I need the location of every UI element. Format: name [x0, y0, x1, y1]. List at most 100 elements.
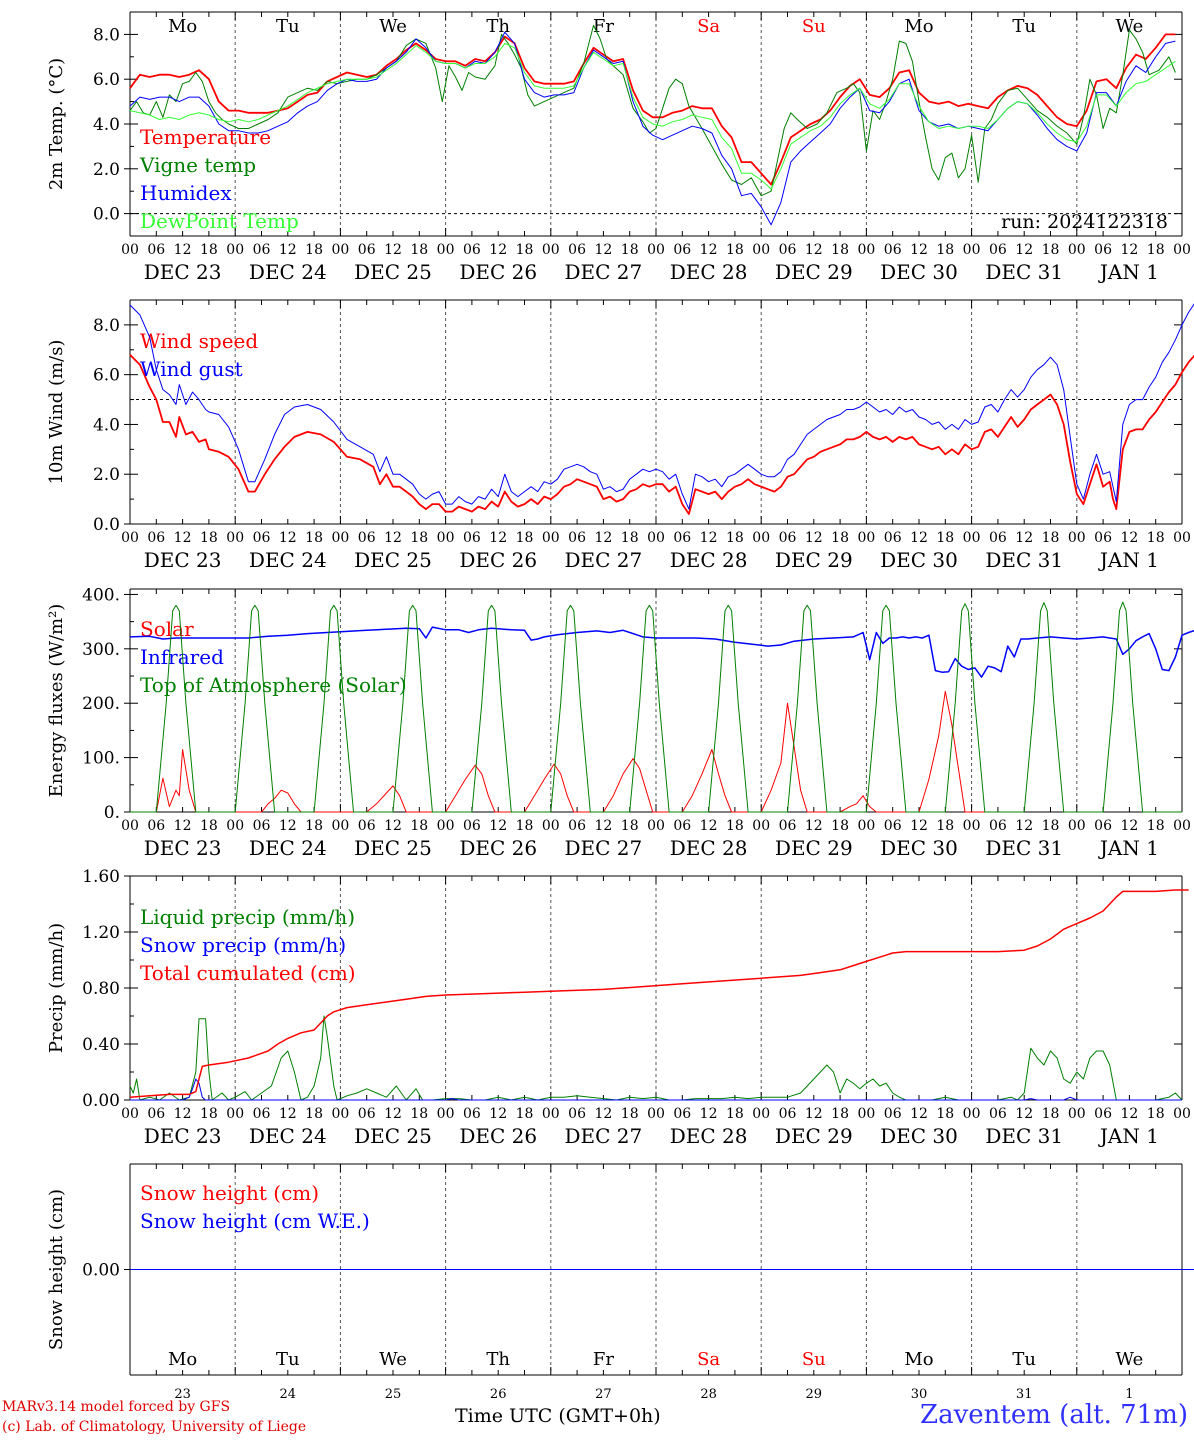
date-label: DEC 26 — [459, 260, 537, 284]
hour-tick-label: 18 — [936, 530, 954, 546]
hour-tick-label: 12 — [174, 1106, 192, 1122]
weekday-label: Tu — [276, 1349, 300, 1370]
x-axis-title: Time UTC (GMT+0h) — [455, 1405, 661, 1427]
hour-tick-label: 00 — [857, 530, 875, 546]
hour-tick-label: 12 — [594, 818, 612, 834]
y-tick-label: 8.0 — [93, 316, 120, 336]
hour-tick-label: 06 — [884, 818, 902, 834]
series-line-temperature — [129, 33, 1176, 186]
hour-tick-label: 00 — [1068, 818, 1086, 834]
hour-tick-label: 12 — [1015, 818, 1033, 834]
hour-tick-label: 06 — [568, 818, 586, 834]
hour-tick-label: 18 — [621, 1106, 639, 1122]
y-tick-label: 0.80 — [82, 979, 120, 999]
hour-tick-label: 06 — [779, 242, 797, 258]
hour-tick-label: 18 — [305, 818, 323, 834]
series-line-liquid-precip-mm-h- — [129, 1015, 1183, 1101]
panel-wind: 0.0 2.0 4.0 6.0 8.0 10m Wind (m/s) Wind speed W… — [46, 299, 1194, 572]
y-tick-label: 2.0 — [93, 160, 120, 180]
hour-tick-label: 18 — [516, 242, 534, 258]
hour-tick-label: 12 — [174, 818, 192, 834]
legend-entry: Snow height (cm) — [140, 1181, 319, 1205]
hour-tick-label: 12 — [489, 1106, 507, 1122]
y-axis-title: Precip (mm/h) — [46, 923, 67, 1053]
date-label: DEC 31 — [985, 836, 1063, 860]
date-label: JAN 1 — [1098, 260, 1159, 284]
hour-tick-label: 18 — [726, 818, 744, 834]
hour-tick-label: 00 — [752, 242, 770, 258]
legend-entry: Liquid precip (mm/h) — [140, 905, 355, 929]
hour-tick-label: 12 — [910, 530, 928, 546]
weekday-label: Tu — [1012, 1349, 1036, 1370]
hour-tick-label: 12 — [279, 1106, 297, 1122]
legend-entry: Total cumulated (cm) — [140, 961, 356, 985]
date-label: JAN 1 — [1098, 1124, 1159, 1148]
hour-tick-label: 00 — [437, 530, 455, 546]
hour-tick-label: 06 — [779, 1106, 797, 1122]
hour-tick-label: 06 — [989, 818, 1007, 834]
model-credit: MARv3.14 model forced by GFS — [2, 1399, 231, 1415]
date-label: DEC 28 — [670, 1124, 748, 1148]
series-line-vigne-temp — [129, 24, 1176, 197]
legend-entry: Wind speed — [140, 329, 258, 353]
date-label: DEC 29 — [775, 836, 853, 860]
day-number-label: 25 — [385, 1387, 402, 1402]
weekday-label: Tu — [276, 16, 300, 37]
date-label: DEC 31 — [985, 548, 1063, 572]
hour-tick-label: 12 — [279, 242, 297, 258]
y-axis-title: Snow height (cm) — [46, 1189, 67, 1350]
weekday-label: Tu — [1012, 16, 1036, 37]
date-label: DEC 27 — [565, 836, 643, 860]
y-tick-label: 0.00 — [82, 1091, 120, 1111]
hour-tick-label: 06 — [568, 242, 586, 258]
hour-tick-label: 00 — [857, 1106, 875, 1122]
hour-tick-label: 12 — [1120, 242, 1138, 258]
y-tick-label: 100. — [82, 749, 120, 769]
hour-tick-label: 00 — [226, 1106, 244, 1122]
hour-tick-label: 12 — [805, 530, 823, 546]
date-label: DEC 30 — [880, 836, 958, 860]
date-label: DEC 30 — [880, 548, 958, 572]
hour-tick-label: 00 — [1068, 1106, 1086, 1122]
weekday-label: Th — [486, 16, 510, 37]
y-axis-title: 10m Wind (m/s) — [46, 340, 67, 485]
date-label: DEC 29 — [775, 1124, 853, 1148]
weekday-label: We — [1116, 16, 1144, 37]
hour-tick-label: 00 — [121, 818, 139, 834]
date-label: DEC 27 — [565, 548, 643, 572]
panel-snow: 0.00 Snow height (cm) Snow height (cm) Snow… — [46, 1163, 1194, 1402]
hour-tick-label: 00 — [331, 530, 349, 546]
hour-tick-label: 06 — [1094, 1106, 1112, 1122]
hour-tick-label: 12 — [384, 530, 402, 546]
hour-tick-label: 18 — [831, 242, 849, 258]
hour-tick-label: 00 — [437, 242, 455, 258]
hour-tick-label: 00 — [1068, 242, 1086, 258]
panel-precip: 0.00 0.40 0.80 1.20 1.60 Precip (mm/h) Liquid … — [46, 867, 1191, 1148]
date-label: JAN 1 — [1098, 836, 1159, 860]
hour-tick-label: 00 — [437, 818, 455, 834]
hour-tick-label: 18 — [621, 818, 639, 834]
hour-tick-label: 12 — [174, 530, 192, 546]
hour-tick-label: 06 — [1094, 530, 1112, 546]
series-line-total-cumulated-cm- — [129, 889, 1189, 1098]
hour-tick-label: 06 — [358, 818, 376, 834]
hour-tick-label: 00 — [752, 1106, 770, 1122]
hour-tick-label: 00 — [121, 242, 139, 258]
hour-tick-label: 12 — [910, 242, 928, 258]
hour-tick-label: 18 — [516, 1106, 534, 1122]
legend-entry: DewPoint Temp — [140, 209, 299, 233]
y-tick-label: 6.0 — [93, 366, 120, 386]
weekday-label: Su — [802, 16, 826, 37]
hour-tick-label: 00 — [857, 242, 875, 258]
hour-tick-label: 00 — [1173, 530, 1191, 546]
hour-tick-label: 18 — [200, 530, 218, 546]
y-tick-label: 4.0 — [93, 115, 120, 135]
weekday-label: Mo — [904, 1349, 933, 1370]
hour-tick-label: 18 — [305, 1106, 323, 1122]
date-label: DEC 30 — [880, 1124, 958, 1148]
weekday-label: Sa — [697, 1349, 720, 1370]
weekday-label: We — [1116, 1349, 1144, 1370]
date-label: DEC 27 — [565, 1124, 643, 1148]
legend-entry: Temperature — [140, 125, 271, 149]
y-tick-label: 6.0 — [93, 70, 120, 90]
